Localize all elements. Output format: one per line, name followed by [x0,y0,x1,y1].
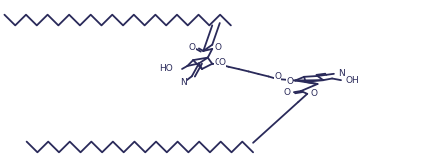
Text: HO: HO [159,64,173,73]
Text: O: O [284,88,291,97]
Text: OH: OH [345,76,359,85]
Text: O: O [286,77,293,86]
Text: O: O [219,58,226,67]
Text: O: O [274,72,281,81]
Text: O: O [189,43,196,52]
Text: N: N [180,78,187,87]
Text: O: O [310,89,317,98]
Text: O: O [214,43,222,52]
Text: N: N [338,69,345,78]
Text: O: O [214,58,221,67]
